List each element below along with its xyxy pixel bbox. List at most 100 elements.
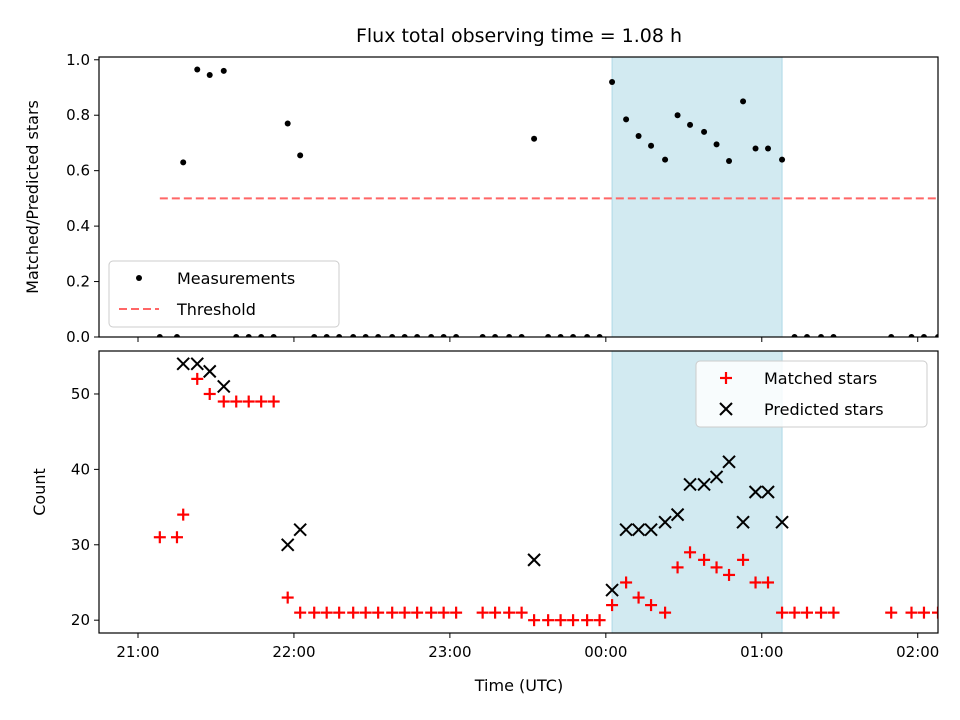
y-tick-label: 20 (71, 611, 90, 629)
legend-box (108, 260, 340, 328)
x-tick-label: 00:00 (584, 643, 627, 661)
matched-stars-point (294, 606, 307, 619)
measurement-point (765, 145, 772, 152)
measurement-point (173, 334, 180, 337)
matched-stars-point (281, 591, 294, 604)
measurement-point (245, 334, 252, 337)
measurement-point (726, 157, 733, 164)
measurement-point (701, 128, 708, 135)
legend-label: Predicted stars (764, 400, 884, 419)
measurement-point (518, 334, 525, 337)
measurement-point (156, 334, 163, 337)
measurement-point (752, 145, 759, 152)
chart-title: Flux total observing time = 1.08 h (356, 25, 682, 47)
matched-stars-point (542, 614, 555, 627)
measurement-point (206, 72, 213, 79)
matched-stars-point (333, 606, 346, 619)
legend-box (695, 360, 928, 428)
matched-stars-point (776, 606, 789, 619)
predicted-stars-point (293, 522, 307, 537)
matched-stars-point (347, 606, 360, 619)
matched-stars-point (905, 606, 918, 619)
matched-stars-point (827, 606, 840, 619)
legend-label: Threshold (176, 300, 256, 319)
matched-stars-point (398, 606, 411, 619)
matched-stars-point (593, 614, 606, 627)
matched-stars-point (450, 606, 463, 619)
axes-frame-count (98, 350, 939, 634)
matched-stars-point (723, 568, 736, 581)
predicted-stars-point (217, 379, 231, 394)
measurement-point (350, 334, 357, 337)
measurement-point (713, 141, 720, 148)
y-tick-label: 0.0 (66, 328, 90, 346)
plot-area-count (153, 357, 956, 627)
measurement-point (947, 334, 953, 340)
matched-stars-point (554, 614, 567, 627)
matched-stars-point (944, 607, 956, 619)
matched-stars-point (737, 553, 750, 566)
matched-stars-point (170, 531, 183, 544)
matched-stars-point (437, 606, 450, 619)
matched-stars-point (217, 395, 230, 408)
predicted-stars-point (176, 357, 190, 371)
y-tick-label: 40 (71, 460, 90, 478)
measurement-point (440, 334, 447, 337)
legend-count: Matched stars Predicted stars (695, 360, 928, 428)
matched-stars-point (476, 606, 489, 619)
measurement-point (545, 334, 552, 337)
predicted-stars-point (280, 538, 295, 552)
matched-stars-point (255, 395, 268, 408)
measurement-point (557, 334, 564, 337)
predicted-stars-point (527, 553, 541, 567)
matched-stars-point (242, 395, 255, 408)
predicted-stars-point (658, 515, 672, 529)
measurement-point (804, 334, 811, 337)
y-axis-label: Matched/Predicted stars (23, 100, 42, 294)
measurement-point (888, 334, 895, 337)
measurement-point (830, 334, 837, 337)
y-tick-label: 0.4 (66, 217, 90, 235)
matched-stars-point (386, 606, 399, 619)
matched-stars-point (749, 576, 762, 589)
measurement-point (584, 334, 591, 337)
matched-stars-point (372, 606, 385, 619)
matched-stars-point (503, 606, 516, 619)
legend-ratio: Measurements Threshold (108, 260, 340, 328)
matched-stars-point (153, 531, 166, 544)
legend-marker-matched (720, 372, 732, 384)
matched-stars-point (698, 553, 711, 566)
matched-stars-point (567, 614, 580, 627)
predicted-stars-point (709, 470, 724, 484)
legend-marker-predicted (719, 402, 733, 416)
measurement-point (818, 334, 825, 337)
measurement-point (662, 156, 669, 163)
measurement-point (258, 334, 265, 337)
measurement-point (453, 334, 460, 337)
axes-frame-ratio (98, 56, 939, 338)
predicted-stars-point (748, 485, 763, 499)
measurement-point (492, 334, 499, 337)
matched-stars-point (932, 606, 938, 619)
matched-stars-point (801, 606, 814, 619)
matched-stars-point (762, 576, 775, 589)
predicted-stars-point (683, 477, 697, 492)
predicted-stars-point (722, 455, 736, 469)
matched-stars-point (917, 606, 930, 619)
predicted-stars-point (697, 477, 711, 492)
count-panel: 21:00 22:00 23:00 00:00 01:00 02:00 20 30 40 50 Co… (30, 350, 956, 661)
matched-stars-point (267, 395, 280, 408)
matched-stars-point (489, 606, 502, 619)
matched-stars-point (320, 606, 333, 619)
y-tick-label: 50 (71, 385, 90, 403)
matched-stars-point (710, 561, 723, 574)
matched-stars-point (191, 372, 204, 385)
matched-stars-point (620, 576, 633, 589)
predicted-stars-point (761, 485, 775, 499)
measurement-point (687, 121, 694, 128)
matched-stars-point (359, 606, 372, 619)
x-tick-label: 01:00 (740, 643, 783, 661)
matched-stars-point (684, 546, 697, 559)
measurement-point (596, 334, 603, 337)
